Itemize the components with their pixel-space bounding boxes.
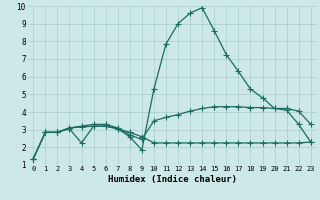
X-axis label: Humidex (Indice chaleur): Humidex (Indice chaleur) [108,175,236,184]
